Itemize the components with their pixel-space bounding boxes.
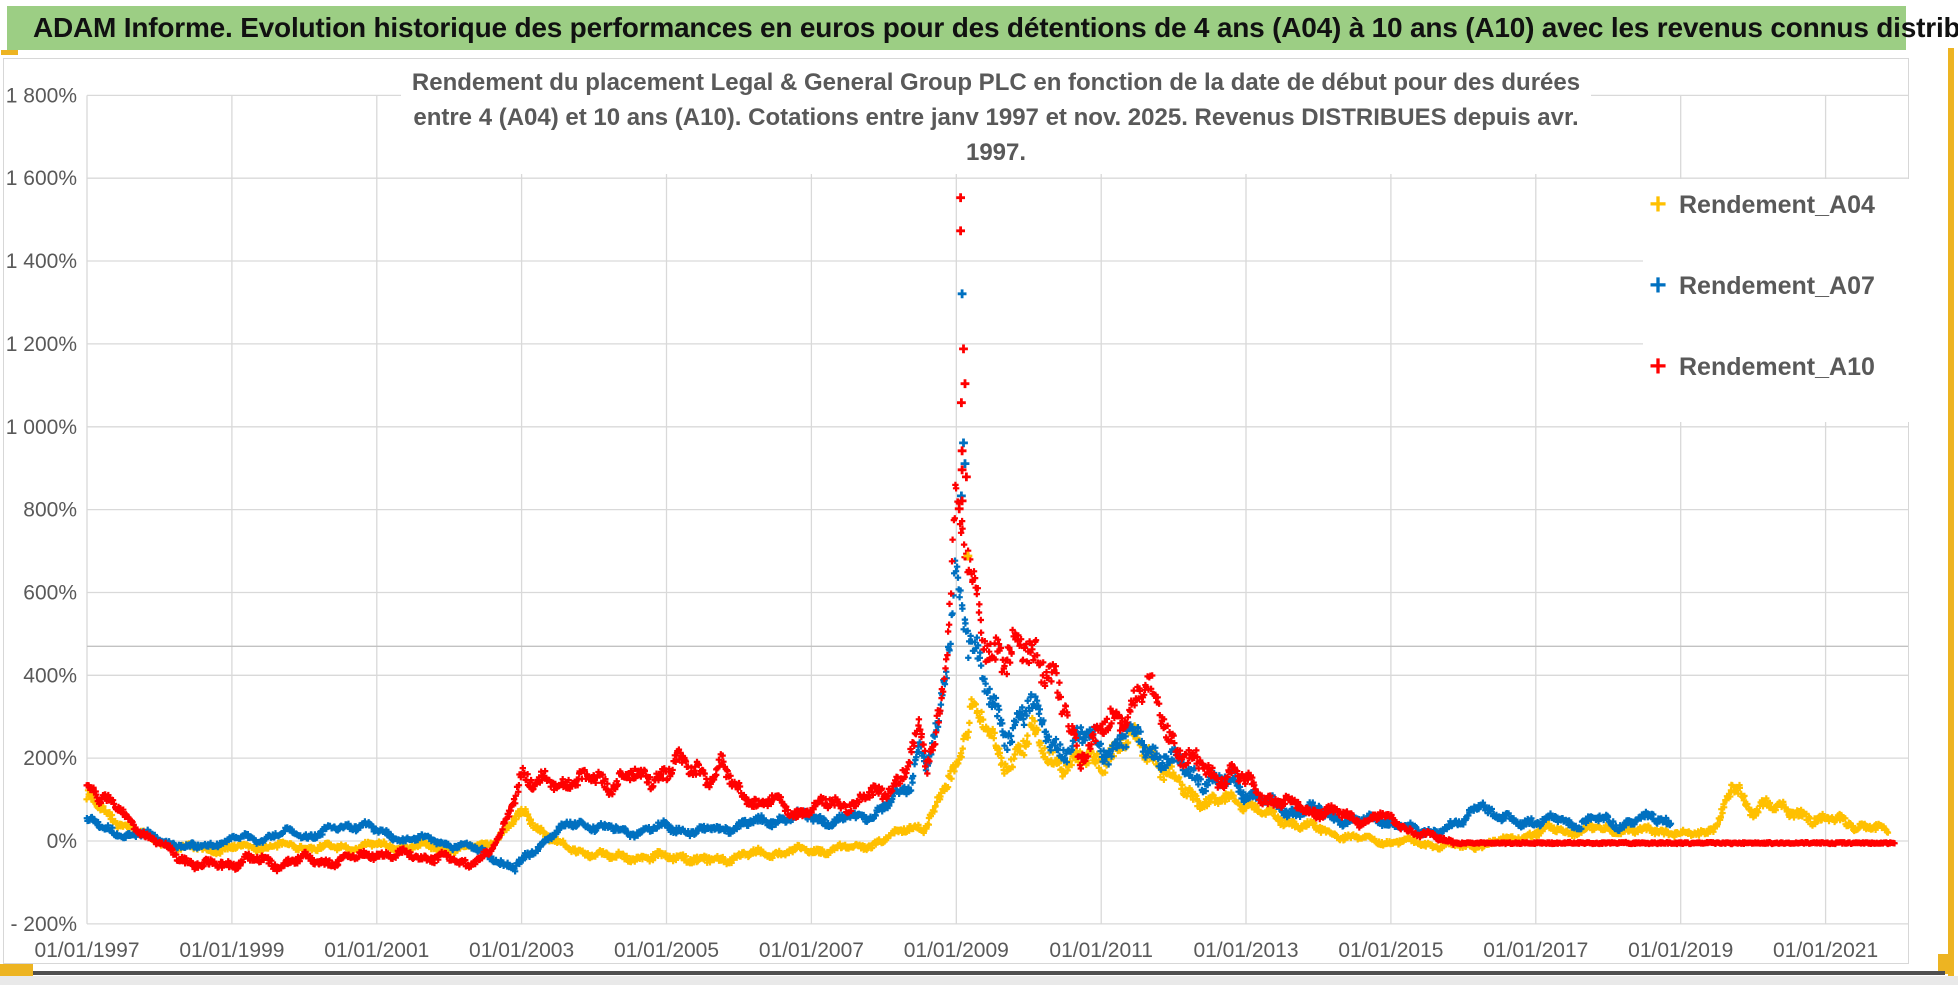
svg-text:01/01/2001: 01/01/2001 bbox=[324, 939, 429, 962]
svg-text:01/01/2009: 01/01/2009 bbox=[904, 939, 1009, 962]
series-Rendement_A07[interactable] bbox=[83, 557, 1675, 875]
svg-text:01/01/2019: 01/01/2019 bbox=[1628, 939, 1733, 962]
svg-text:600%: 600% bbox=[23, 582, 77, 605]
svg-text:01/01/2013: 01/01/2013 bbox=[1193, 939, 1298, 962]
legend: + Rendement_A04 + Rendement_A07 + Rendem… bbox=[1643, 179, 1923, 422]
chart-title-line1: Rendement du placement Legal & General G… bbox=[411, 69, 1581, 96]
svg-text:01/01/2005: 01/01/2005 bbox=[614, 939, 719, 962]
svg-text:01/01/2015: 01/01/2015 bbox=[1338, 939, 1443, 962]
svg-text:800%: 800% bbox=[23, 499, 77, 522]
gold-accent-right-edge bbox=[1948, 48, 1954, 985]
svg-text:01/01/2003: 01/01/2003 bbox=[469, 939, 574, 962]
chart-area[interactable]: 1 800% 1 600% 1 400% 1 200% 1 000% 800% 600% 40… bbox=[3, 58, 1923, 964]
series-Rendement_A10[interactable] bbox=[83, 481, 1898, 875]
svg-text:01/01/2021: 01/01/2021 bbox=[1773, 939, 1878, 962]
chart-title: Rendement du placement Legal & General G… bbox=[401, 61, 1591, 174]
svg-text:01/01/2017: 01/01/2017 bbox=[1483, 939, 1588, 962]
svg-text:01/01/1999: 01/01/1999 bbox=[179, 939, 284, 962]
legend-item-a10[interactable]: + Rendement_A10 bbox=[1643, 341, 1923, 393]
legend-item-a07[interactable]: + Rendement_A07 bbox=[1643, 260, 1923, 312]
svg-text:01/01/1997: 01/01/1997 bbox=[34, 939, 139, 962]
legend-label-a07: Rendement_A07 bbox=[1679, 271, 1875, 300]
window-bottom-strip bbox=[0, 976, 1958, 985]
svg-text:200%: 200% bbox=[23, 747, 77, 770]
plus-marker-icon-a10: + bbox=[1649, 350, 1667, 383]
svg-text:1 800%: 1 800% bbox=[6, 84, 77, 107]
svg-text:0%: 0% bbox=[47, 830, 77, 853]
report-header: ADAM Informe. Evolution historique des p… bbox=[7, 6, 1958, 50]
legend-label-a04: Rendement_A04 bbox=[1679, 190, 1875, 219]
gold-accent-bottom-left bbox=[0, 964, 33, 976]
spike-points bbox=[954, 193, 973, 561]
svg-text:1 600%: 1 600% bbox=[6, 167, 77, 190]
window-bottom-divider bbox=[33, 971, 1945, 975]
legend-item-a04[interactable]: + Rendement_A04 bbox=[1643, 179, 1923, 231]
y-axis-labels: 1 800% 1 600% 1 400% 1 200% 1 000% 800% 600% 40… bbox=[6, 84, 77, 936]
gridlines bbox=[86, 94, 1908, 925]
svg-text:- 200%: - 200% bbox=[10, 913, 77, 936]
plot-area: 1 800% 1 600% 1 400% 1 200% 1 000% 800% 600% 40… bbox=[6, 84, 1908, 962]
svg-text:01/01/2011: 01/01/2011 bbox=[1049, 939, 1153, 962]
svg-text:1 400%: 1 400% bbox=[6, 250, 77, 273]
report-header-title: ADAM Informe. Evolution historique des p… bbox=[33, 12, 1958, 43]
gold-accent-top-left bbox=[1, 50, 18, 55]
svg-text:01/01/2007: 01/01/2007 bbox=[759, 939, 864, 962]
svg-text:1 000%: 1 000% bbox=[6, 416, 77, 439]
legend-label-a10: Rendement_A10 bbox=[1679, 352, 1875, 381]
plus-marker-icon-a04: + bbox=[1649, 188, 1667, 221]
chart-title-line2: entre 4 (A04) et 10 ans (A10). Cotations… bbox=[413, 104, 1579, 166]
svg-text:400%: 400% bbox=[23, 664, 77, 687]
plus-marker-icon-a07: + bbox=[1649, 269, 1667, 302]
x-axis-labels: 01/01/1997 01/01/1999 01/01/2001 01/01/2003… bbox=[34, 939, 1878, 962]
svg-text:1 200%: 1 200% bbox=[6, 333, 77, 356]
